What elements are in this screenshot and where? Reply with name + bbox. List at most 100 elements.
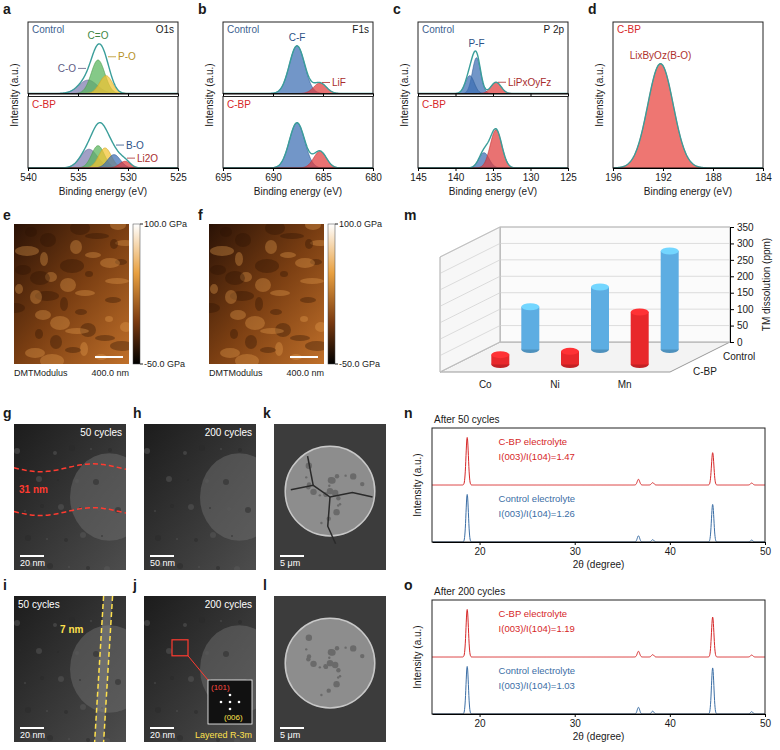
tick-label: 20: [475, 718, 487, 729]
texture: [40, 676, 44, 680]
subplot-title: Control: [32, 24, 64, 35]
texture: [85, 252, 101, 258]
tick-mark: [730, 276, 734, 277]
tick-mark: [273, 168, 274, 171]
grid-line: [500, 276, 730, 277]
ratio-label: I(003)/I(104)=1.26: [499, 508, 575, 519]
tick-mark: [763, 168, 764, 171]
tick: 40: [665, 542, 677, 557]
texture: [86, 738, 90, 742]
series-label: C-BP electrolyte: [499, 436, 567, 447]
tick: 188: [705, 168, 722, 183]
texture: [227, 507, 231, 511]
texture: [79, 679, 81, 681]
tick: 685: [315, 168, 332, 183]
texture: [40, 504, 44, 508]
texture: [194, 538, 198, 542]
texture: [154, 682, 156, 684]
texture: [60, 278, 76, 292]
y-axis-title: Intensity (a.u.): [9, 63, 20, 126]
category-label: Ni: [550, 379, 559, 390]
axis-line: [614, 168, 764, 169]
texture: [35, 623, 37, 625]
texture: [25, 535, 31, 541]
crack: [291, 485, 373, 497]
grid-line: [500, 227, 730, 228]
series-label: C-BP: [693, 366, 717, 377]
peak: [223, 123, 373, 168]
texture: [30, 271, 50, 285]
image-background: [274, 596, 386, 742]
panel: nAfter 50 cyclesIntensity (a.u.)2θ (degr…: [404, 405, 771, 570]
texture: [110, 239, 118, 249]
tick-mark: [323, 168, 324, 171]
plot-frame: [418, 97, 568, 169]
tick-label: 200: [737, 271, 754, 282]
tick-mark: [140, 224, 143, 225]
tick-mark: [730, 326, 734, 327]
texture: [188, 676, 194, 682]
texture: [328, 657, 330, 659]
subplot-title: C-BP: [227, 99, 251, 110]
texture: [35, 310, 51, 320]
leader-line: [498, 82, 506, 83]
y-axis-title: Intensity (a.u.): [594, 63, 605, 126]
ratio-label: I(003)/I(104)=1.47: [499, 451, 575, 462]
colorbar-label: 100.0 GPa: [144, 219, 187, 229]
texture: [335, 646, 339, 650]
x-axis: 196192188184: [605, 168, 772, 183]
tick-mark: [670, 714, 671, 717]
texture: [255, 259, 279, 273]
tick-mark: [730, 243, 734, 244]
texture: [58, 504, 64, 510]
peak-label: C-F: [289, 32, 306, 43]
texture: [220, 348, 240, 358]
texture: [47, 735, 53, 741]
texture: [53, 623, 57, 627]
texture: [280, 233, 304, 239]
texture: [35, 329, 43, 339]
tick-mark: [531, 168, 532, 171]
texture: [80, 342, 88, 356]
tick: 30: [570, 542, 582, 557]
envelope: [418, 129, 568, 168]
texture: [144, 596, 145, 597]
texture: [46, 710, 48, 712]
x-axis: 145140135130125: [410, 168, 577, 183]
plot-marks: [418, 129, 568, 168]
tick-mark: [140, 364, 143, 365]
panel-letter: j: [132, 577, 137, 593]
ratio-label: I(003)/I(104)=1.19: [499, 623, 575, 634]
texture: [327, 660, 333, 666]
tick-label: 300: [737, 238, 754, 249]
texture: [15, 284, 23, 294]
x-axis-title: Binding energy (eV): [59, 186, 147, 197]
texture: [242, 648, 244, 650]
boundary-line: [14, 464, 126, 472]
tick-label: 525: [170, 172, 187, 183]
envelope: [418, 51, 568, 94]
bar-cap: [631, 308, 649, 315]
scale-bar-label: 5 μm: [280, 730, 300, 740]
particle: [285, 446, 375, 536]
tick-label: 192: [655, 172, 672, 183]
tick-label: 50: [760, 546, 772, 557]
texture: [329, 662, 331, 664]
subplot-title: Control: [227, 24, 259, 35]
tick-label: 50: [737, 320, 749, 331]
plot-frame: [223, 22, 373, 94]
subplot: 695690685680C-BP: [215, 97, 382, 184]
panel-letter: n: [404, 405, 413, 421]
texture: [333, 681, 339, 687]
texture: [85, 233, 109, 239]
peak-label: P-F: [468, 38, 484, 49]
tick-mark: [418, 168, 419, 171]
texture: [216, 566, 220, 570]
texture: [165, 451, 167, 453]
panel: k5 μm: [263, 405, 386, 570]
texture: [112, 476, 114, 478]
texture: [235, 252, 243, 266]
panel-letter: i: [3, 577, 7, 593]
panel: h200 cycles50 nm: [133, 405, 278, 572]
tick: 535: [70, 168, 87, 183]
